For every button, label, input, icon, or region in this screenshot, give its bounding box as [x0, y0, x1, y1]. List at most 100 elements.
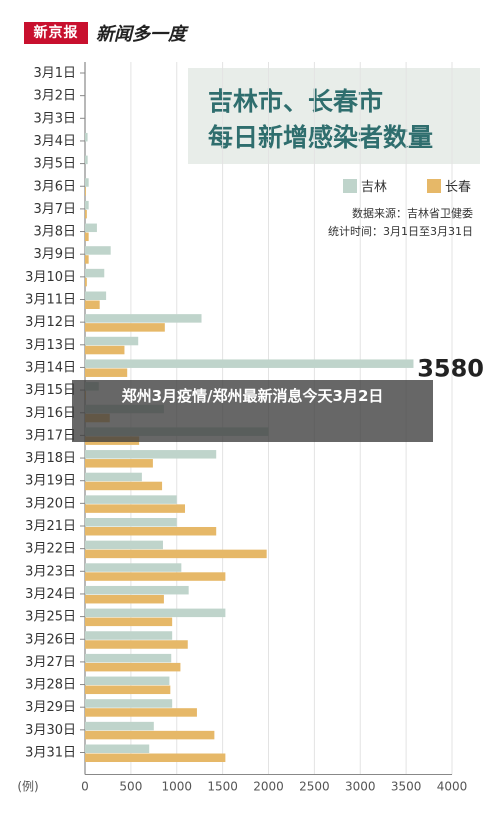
- bar-jilin: [85, 721, 154, 731]
- y-category-label: 3月15日: [25, 383, 76, 398]
- bar-jilin: [85, 518, 177, 527]
- bar-jilin: [85, 359, 414, 368]
- bar-changchun: [85, 662, 181, 672]
- y-category-label: 3月14日: [25, 360, 76, 375]
- bar-changchun: [85, 345, 125, 355]
- bar-jilin: [85, 676, 170, 686]
- bar-jilin: [85, 223, 97, 233]
- bar-changchun: [85, 232, 89, 242]
- y-category-label: 3月5日: [33, 157, 76, 172]
- bar-changchun: [85, 572, 226, 581]
- y-category-label: 3月27日: [25, 655, 76, 670]
- bar-jilin: [85, 540, 163, 550]
- y-category-label: 3月6日: [33, 179, 76, 194]
- bar-jilin: [85, 631, 173, 640]
- y-category-label: 3月9日: [33, 247, 76, 262]
- headline-overlay: 郑州3月疫情/郑州最新消息今天3月2日: [72, 380, 433, 442]
- y-category-label: 3月16日: [25, 406, 76, 421]
- bar-changchun: [85, 708, 197, 717]
- bar-jilin: [85, 200, 89, 210]
- source-line1: 数据来源：吉林省卫健委: [352, 206, 473, 220]
- bar-jilin: [85, 699, 173, 708]
- bar-changchun: [85, 459, 153, 468]
- y-category-label: 3月23日: [25, 564, 76, 579]
- y-category-label: 3月2日: [33, 89, 76, 104]
- bar-jilin: [85, 132, 88, 142]
- y-category-label: 3月4日: [33, 134, 76, 149]
- y-category-label: 3月25日: [25, 610, 76, 625]
- bar-changchun: [85, 594, 164, 604]
- bar-jilin: [85, 268, 105, 278]
- bar-changchun: [85, 300, 100, 309]
- legend-swatch-changchun: [427, 179, 441, 193]
- y-category-label: 3月24日: [25, 587, 76, 602]
- bar-jilin: [85, 450, 217, 459]
- y-category-label: 3月18日: [25, 451, 76, 466]
- y-category-label: 3月12日: [25, 315, 76, 330]
- y-category-label: 3月21日: [25, 519, 76, 534]
- bar-changchun: [85, 527, 217, 536]
- bar-jilin: [85, 472, 142, 482]
- y-category-label: 3月13日: [25, 338, 76, 353]
- bar-changchun: [85, 617, 173, 627]
- chart-title-line1: 吉林市、长春市: [208, 87, 384, 116]
- y-category-label: 3月31日: [25, 746, 76, 761]
- bar-changchun: [85, 209, 87, 219]
- x-tick-label: 500: [119, 780, 142, 794]
- y-category-label: 3月17日: [25, 428, 76, 443]
- x-tick-label: 2500: [299, 780, 330, 794]
- bar-changchun: [85, 255, 89, 264]
- title-box: 吉林市、长春市 每日新增感染者数量: [188, 68, 480, 164]
- x-tick-label: 1000: [161, 780, 192, 794]
- x-unit-label: (例): [17, 780, 38, 794]
- bar-jilin: [85, 744, 150, 753]
- bar-changchun: [85, 753, 226, 762]
- bar-jilin: [85, 336, 139, 346]
- x-tick-label: 3000: [345, 780, 376, 794]
- y-category-label: 3月3日: [33, 111, 76, 126]
- bar-jilin: [85, 246, 111, 255]
- bar-changchun: [85, 368, 128, 377]
- bar-changchun: [85, 187, 86, 196]
- header: 新京报 新闻多一度: [0, 0, 500, 52]
- y-category-label: 3月30日: [25, 723, 76, 738]
- legend-swatch-jilin: [343, 179, 357, 193]
- bar-jilin: [85, 585, 189, 595]
- peak-annotation: 3580: [417, 354, 484, 382]
- bar-changchun: [85, 504, 186, 513]
- bar-changchun: [85, 730, 215, 740]
- x-tick-label: 4000: [437, 780, 468, 794]
- logo-box: 新京报: [24, 22, 88, 44]
- source-line2: 统计时间：3月1日至3月31日: [328, 225, 473, 238]
- bar-changchun: [85, 481, 163, 491]
- x-tick-label: 3500: [391, 780, 422, 794]
- logo-text: 新闻多一度: [96, 24, 186, 45]
- y-category-label: 3月8日: [33, 225, 76, 240]
- x-tick-label: 2000: [253, 780, 284, 794]
- headline-text: 郑州3月疫情/郑州最新消息今天3月2日: [121, 387, 384, 405]
- bar-jilin: [85, 563, 182, 572]
- legend-label-changchun: 长春: [445, 180, 471, 195]
- y-category-label: 3月1日: [33, 66, 76, 81]
- bar-jilin: [85, 155, 88, 165]
- bar-jilin: [85, 178, 89, 187]
- x-tick-label: 1500: [207, 780, 238, 794]
- bar-changchun: [85, 685, 171, 695]
- x-tick-label: 0: [81, 780, 89, 794]
- y-category-label: 3月19日: [25, 474, 76, 489]
- bar-jilin: [85, 495, 177, 504]
- bar-changchun: [85, 640, 188, 649]
- y-category-label: 3月29日: [25, 700, 76, 715]
- y-category-label: 3月10日: [25, 270, 76, 285]
- y-category-label: 3月26日: [25, 632, 76, 647]
- chart-title-line2: 每日新增感染者数量: [208, 123, 434, 152]
- bar-jilin: [85, 653, 172, 663]
- y-category-label: 3月28日: [25, 678, 76, 693]
- y-category-label: 3月20日: [25, 496, 76, 511]
- bar-jilin: [85, 291, 107, 300]
- bar-jilin: [85, 314, 202, 323]
- bar-jilin: [85, 608, 226, 618]
- bar-changchun: [85, 549, 267, 559]
- bar-changchun: [85, 277, 87, 287]
